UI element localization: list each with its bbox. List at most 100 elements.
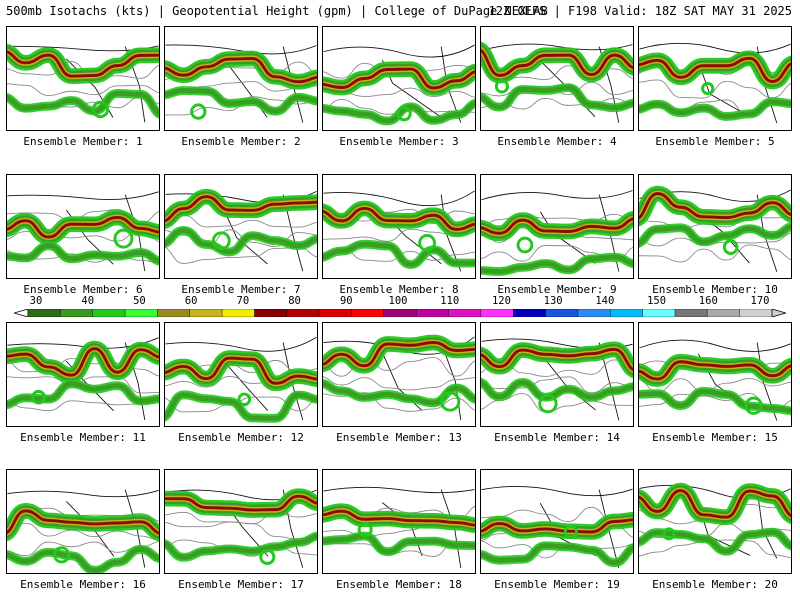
isotach-band — [165, 533, 317, 560]
isotach-band — [165, 88, 317, 114]
colorbar-segment — [415, 309, 450, 317]
ensemble-map-panel — [480, 174, 634, 279]
isotach-band — [323, 381, 475, 406]
height-contour — [7, 83, 159, 96]
ensemble-member-label: Ensemble Member: 13 — [336, 431, 462, 444]
colorbar-segment — [610, 309, 644, 317]
colorbar-tick-label: 130 — [543, 295, 563, 307]
ensemble-map-panel — [164, 469, 318, 574]
isotach-band — [323, 241, 475, 268]
colorbar-segment — [642, 309, 676, 317]
ensemble-map-panel — [480, 322, 634, 427]
isotach-band — [7, 381, 159, 408]
ensemble-member-label: Ensemble Member: 15 — [652, 431, 778, 444]
isotach-band — [7, 509, 159, 535]
height-contour — [323, 392, 475, 412]
height-contour — [481, 376, 633, 394]
colorbar-segment — [513, 309, 547, 317]
closed-low — [31, 389, 46, 405]
height-contour — [639, 79, 791, 99]
height-contour — [7, 376, 159, 394]
map-plot — [7, 489, 159, 573]
ensemble-map-panel — [638, 469, 792, 574]
ensemble-member-label: Ensemble Member: 16 — [20, 578, 146, 591]
colorbar-tick-label: 150 — [647, 295, 667, 307]
ensemble-map-panel — [322, 26, 476, 131]
colorbar-tick-label: 40 — [81, 295, 95, 307]
isotach-band — [323, 341, 475, 368]
height-contour — [165, 229, 317, 247]
map-plot — [323, 190, 475, 272]
ensemble-map-panel — [322, 174, 476, 279]
colorbar-segment — [221, 309, 255, 317]
colorbar-tick-label: 140 — [595, 295, 615, 307]
ensemble-member-label: Ensemble Member: 8 — [339, 283, 459, 296]
map-plot — [639, 185, 791, 272]
map-plot — [481, 485, 633, 569]
ensemble-map-panel — [6, 469, 160, 574]
height-contour — [323, 357, 475, 377]
ensemble-map-panel — [164, 322, 318, 427]
ensemble-map-panel — [322, 469, 476, 574]
colorbar-segment — [60, 309, 94, 317]
map-plot — [7, 191, 159, 272]
ensemble-member-label: Ensemble Member: 9 — [497, 283, 617, 296]
map-plot — [481, 190, 633, 276]
height-contour — [165, 396, 317, 413]
map-plot — [165, 44, 317, 123]
map-plot — [7, 337, 159, 420]
map-plot — [165, 488, 317, 568]
ensemble-member-label: Ensemble Member: 7 — [181, 283, 301, 296]
isotach-band — [323, 509, 475, 527]
isotach-band — [165, 227, 317, 255]
colorbar-tick-label: 90 — [339, 295, 353, 307]
closed-low — [259, 548, 276, 565]
colorbar-segment — [318, 309, 352, 317]
closed-low — [237, 392, 252, 407]
closed-low — [744, 396, 763, 415]
ensemble-map-panel — [6, 322, 160, 427]
colorbar-tick-label: 170 — [750, 295, 770, 307]
colorbar-segment — [480, 309, 514, 317]
closed-low — [190, 103, 207, 120]
closed-low — [91, 100, 110, 119]
isotach-band — [7, 90, 159, 117]
isotach-band — [165, 531, 317, 562]
isotach-band — [165, 195, 317, 223]
colorbar-segment — [707, 309, 741, 317]
colorbar-segment — [351, 309, 385, 317]
isotach-band — [165, 356, 317, 385]
colorbar-tick-label: 50 — [133, 295, 146, 307]
isotach-band — [639, 360, 791, 381]
closed-low — [662, 527, 676, 541]
isotach-band — [481, 48, 633, 77]
colorbar-segment — [286, 309, 320, 317]
ensemble-member-label: Ensemble Member: 11 — [20, 431, 146, 444]
colorbar-arrow-right — [771, 309, 786, 317]
map-plot — [323, 486, 475, 568]
colorbar-segment — [383, 309, 417, 317]
header: 500mb Isotachs (kts) | Geopotential Heig… — [0, 0, 800, 22]
ensemble-member-label: Ensemble Member: 17 — [178, 578, 304, 591]
height-contour — [639, 216, 791, 230]
ensemble-map-panel — [322, 322, 476, 427]
map-plot — [165, 336, 317, 423]
isotach-band — [481, 217, 633, 235]
closed-low — [357, 522, 373, 538]
isotach-band — [323, 67, 475, 90]
closed-low — [396, 106, 412, 122]
isotach-band — [323, 533, 475, 555]
colorbar-segment — [739, 309, 773, 317]
colorbar-tick-label: 110 — [440, 295, 460, 307]
isotach-band — [639, 192, 791, 220]
isotach-band — [165, 57, 317, 84]
isotach-band — [639, 388, 791, 414]
ensemble-member-label: Ensemble Member: 18 — [336, 578, 462, 591]
colorbar-segment — [27, 309, 61, 317]
ensemble-map-panel — [480, 469, 634, 574]
colorbar-segment — [124, 309, 158, 317]
isotach-band — [7, 347, 159, 377]
ensemble-map-panel — [480, 26, 634, 131]
ensemble-map-panel — [638, 322, 792, 427]
run-info: 12Z GEFS | F198 Valid: 18Z SAT MAY 31 20… — [488, 4, 792, 18]
